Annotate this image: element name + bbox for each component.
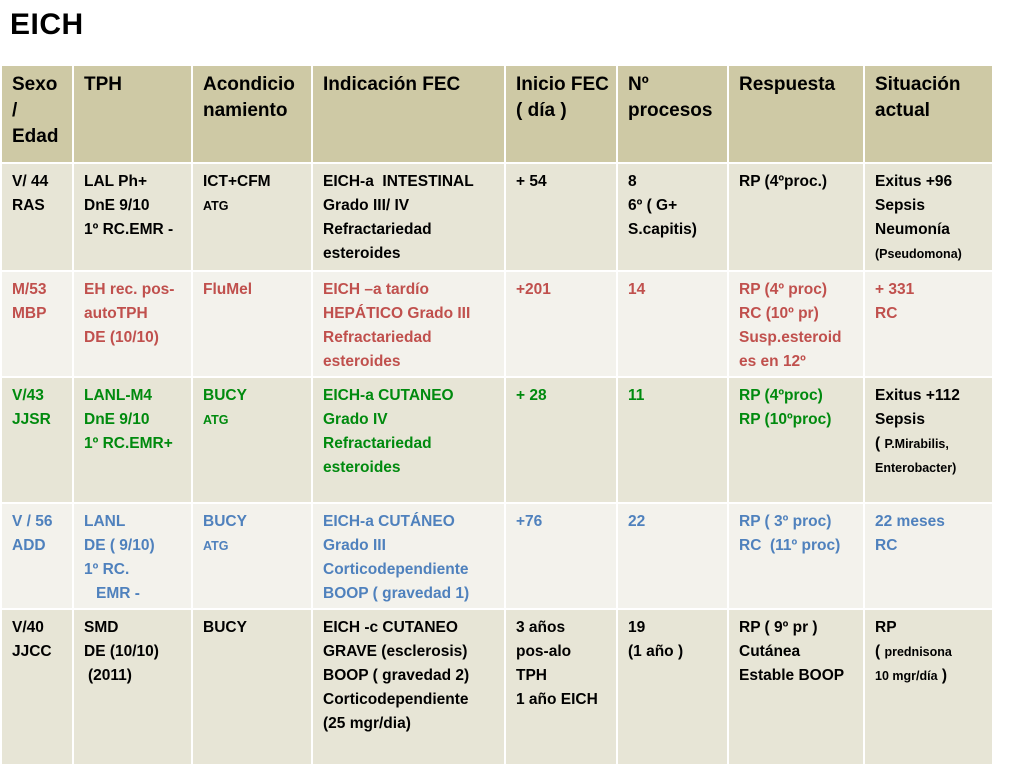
cell-tph: EH rec. pos- autoTPH DE (10/10) <box>72 270 193 378</box>
cell-respuesta: RP ( 3º proc) RC (11º proc) <box>727 502 865 610</box>
cell-sexo-edad: V/43 JJSR <box>0 376 74 504</box>
cell-situacion-actual: + 331 RC <box>863 270 994 378</box>
header-acondicionamiento: Acondicio namiento <box>191 64 313 164</box>
header-sexo-edad: Sexo / Edad <box>0 64 74 164</box>
cell-acondicionamiento: BUCY <box>191 608 313 766</box>
cell-inicio-fec: +201 <box>504 270 618 378</box>
header-tph: TPH <box>72 64 193 164</box>
cell-acondicionamiento: ICT+CFM ATG <box>191 162 313 272</box>
cell-indicacion-fec: EICH-a INTESTINAL Grado III/ IV Refracta… <box>311 162 506 272</box>
cell-tph: LAL Ph+ DnE 9/10 1º RC.EMR - <box>72 162 193 272</box>
cell-sexo-edad: V / 56 ADD <box>0 502 74 610</box>
cell-situacion-actual: RP ( prednisona 10 mgr/día ) <box>863 608 994 766</box>
cell-respuesta: RP (4º proc) RC (10º pr) Susp.esteroid e… <box>727 270 865 378</box>
cell-acondicionamiento: FluMel <box>191 270 313 378</box>
cell-tph: LANL DE ( 9/10) 1º RC. EMR - <box>72 502 193 610</box>
cell-situacion-actual: 22 meses RC <box>863 502 994 610</box>
cell-respuesta: RP (4ºproc.) <box>727 162 865 272</box>
cell-num-procesos: 11 <box>616 376 729 504</box>
table-row: V/43 JJSR LANL-M4 DnE 9/10 1º RC.EMR+ BU… <box>0 376 994 504</box>
header-indicacion-fec: Indicación FEC <box>311 64 506 164</box>
cell-tph: LANL-M4 DnE 9/10 1º RC.EMR+ <box>72 376 193 504</box>
cell-respuesta: RP ( 9º pr ) Cutánea Estable BOOP <box>727 608 865 766</box>
cell-sexo-edad: M/53 MBP <box>0 270 74 378</box>
cell-situacion-actual: Exitus +112 Sepsis ( P.Mirabilis, Entero… <box>863 376 994 504</box>
cell-inicio-fec: 3 años pos-alo TPH 1 año EICH <box>504 608 618 766</box>
cell-inicio-fec: + 28 <box>504 376 618 504</box>
cell-indicacion-fec: EICH –a tardío HEPÁTICO Grado III Refrac… <box>311 270 506 378</box>
header-row: Sexo / Edad TPH Acondicio namiento Indic… <box>0 64 994 164</box>
cell-respuesta: RP (4ºproc) RP (10ºproc) <box>727 376 865 504</box>
cell-num-procesos: 14 <box>616 270 729 378</box>
header-inicio-fec: Inicio FEC ( día ) <box>504 64 618 164</box>
cell-indicacion-fec: EICH-a CUTANEO Grado IV Refractariedad e… <box>311 376 506 504</box>
cell-acondicionamiento: BUCY ATG <box>191 376 313 504</box>
header-situacion-actual: Situación actual <box>863 64 994 164</box>
table-row: V/ 44 RAS LAL Ph+ DnE 9/10 1º RC.EMR - I… <box>0 162 994 272</box>
table-row: V/40 JJCC SMD DE (10/10) (2011) BUCY EIC… <box>0 608 994 766</box>
header-respuesta: Respuesta <box>727 64 865 164</box>
cell-tph: SMD DE (10/10) (2011) <box>72 608 193 766</box>
cell-num-procesos: 8 6º ( G+ S.capitis) <box>616 162 729 272</box>
cell-num-procesos: 19 (1 año ) <box>616 608 729 766</box>
cell-indicacion-fec: EICH-a CUTÁNEO Grado III Corticodependie… <box>311 502 506 610</box>
cell-inicio-fec: +76 <box>504 502 618 610</box>
cell-situacion-actual: Exitus +96 Sepsis Neumonía (Pseudomona) <box>863 162 994 272</box>
cell-acondicionamiento: BUCY ATG <box>191 502 313 610</box>
header-num-procesos: Nº procesos <box>616 64 729 164</box>
cell-num-procesos: 22 <box>616 502 729 610</box>
cell-sexo-edad: V/ 44 RAS <box>0 162 74 272</box>
cell-indicacion-fec: EICH -c CUTANEO GRAVE (esclerosis) BOOP … <box>311 608 506 766</box>
table-header: Sexo / Edad TPH Acondicio namiento Indic… <box>0 64 994 164</box>
table-row: M/53 MBP EH rec. pos- autoTPH DE (10/10)… <box>0 270 994 378</box>
cell-sexo-edad: V/40 JJCC <box>0 608 74 766</box>
table-row: V / 56 ADD LANL DE ( 9/10) 1º RC. EMR - … <box>0 502 994 610</box>
table-body: V/ 44 RAS LAL Ph+ DnE 9/10 1º RC.EMR - I… <box>0 162 994 766</box>
slide-title: EICH <box>10 8 84 41</box>
cell-inicio-fec: + 54 <box>504 162 618 272</box>
eich-table: Sexo / Edad TPH Acondicio namiento Indic… <box>0 64 994 766</box>
